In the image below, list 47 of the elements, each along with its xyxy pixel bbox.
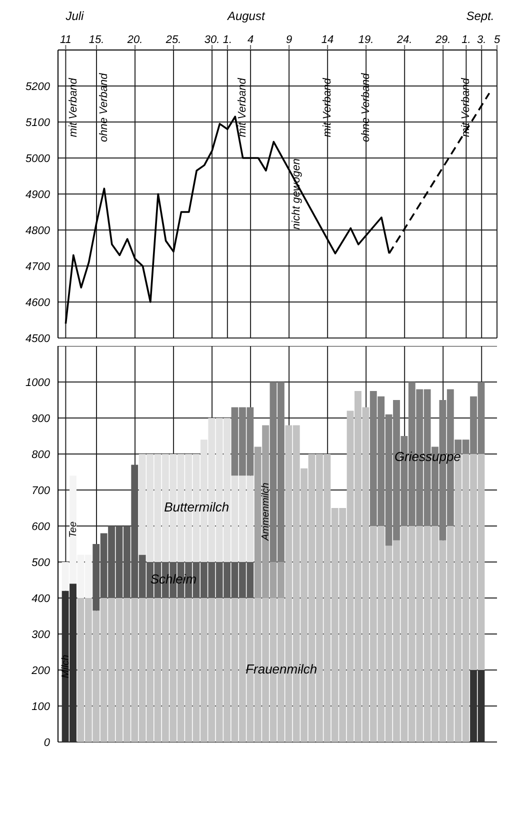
x-tick-label: 29. bbox=[434, 34, 451, 46]
y-tick-label: 400 bbox=[32, 592, 51, 605]
annotation: mit Verband bbox=[236, 77, 249, 138]
text: Sept. bbox=[466, 9, 494, 23]
series-label: Frauenmilch bbox=[246, 661, 318, 676]
y-tick-label: 900 bbox=[32, 412, 51, 425]
x-tick-label: 1. bbox=[222, 34, 232, 46]
x-tick-label: 20. bbox=[126, 34, 143, 46]
y-tick-label: 4600 bbox=[26, 296, 51, 309]
y-tick-label: 4900 bbox=[26, 188, 51, 201]
text: Juli bbox=[64, 9, 84, 23]
x-tick-label: 11 bbox=[60, 34, 72, 46]
y-tick-label: 4500 bbox=[26, 332, 51, 345]
y-tick-label: 4700 bbox=[26, 260, 51, 273]
x-tick-label: 19. bbox=[358, 34, 374, 46]
y-tick-label: 5100 bbox=[26, 116, 51, 129]
y-tick-label: 0 bbox=[44, 736, 51, 749]
annotation: ohne Verband bbox=[98, 72, 110, 142]
text: August bbox=[226, 9, 266, 23]
y-tick-label: 5200 bbox=[26, 80, 51, 93]
x-tick-label: 30. bbox=[204, 34, 220, 46]
x-tick-label: 24. bbox=[396, 34, 412, 46]
annotation: mit Verband bbox=[67, 77, 80, 138]
y-tick-label: 800 bbox=[32, 448, 51, 461]
y-tick-label: 100 bbox=[32, 700, 51, 713]
x-tick-label: 3. bbox=[477, 34, 486, 46]
y-tick-label: 1000 bbox=[26, 376, 51, 389]
series-label: Ammenmilch bbox=[260, 482, 272, 542]
x-tick-label: 25. bbox=[164, 34, 182, 46]
y-tick-label: 700 bbox=[32, 484, 51, 497]
annotation: mit Verband bbox=[321, 77, 334, 138]
x-tick-label: 4 bbox=[247, 34, 254, 46]
y-tick-label: 4800 bbox=[26, 224, 51, 237]
y-tick-label: 200 bbox=[30, 664, 51, 677]
x-tick-label: 14 bbox=[321, 34, 334, 46]
series-label: Tee bbox=[68, 521, 80, 538]
x-tick-label: 9 bbox=[286, 34, 292, 46]
y-tick-label: 500 bbox=[32, 556, 51, 569]
y-tick-label: 5000 bbox=[26, 152, 51, 165]
x-tick-label: 1. bbox=[462, 34, 471, 46]
x-tick-label: 5 bbox=[494, 34, 501, 46]
annotation: ohne Verband bbox=[360, 72, 372, 142]
y-tick-label: 600 bbox=[32, 520, 51, 533]
x-tick-label: 15. bbox=[88, 34, 104, 46]
series-label: Buttermilch bbox=[164, 499, 230, 514]
series-label: Milch bbox=[60, 654, 72, 678]
y-tick-label: 300 bbox=[32, 628, 51, 641]
